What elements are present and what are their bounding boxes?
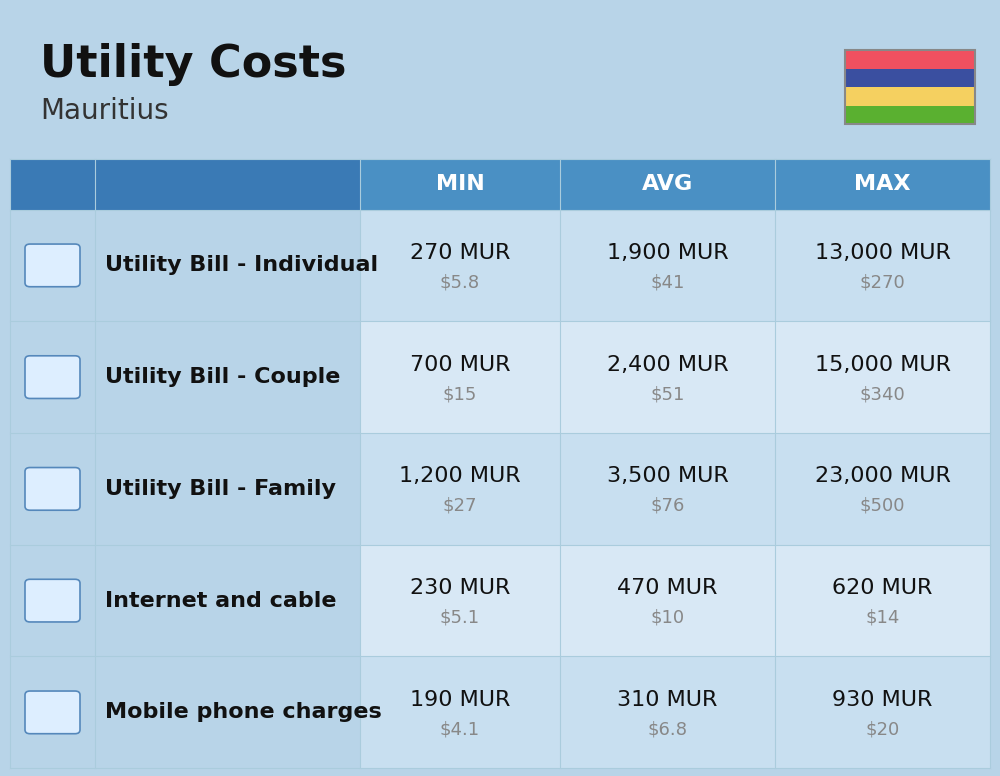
FancyBboxPatch shape bbox=[95, 321, 360, 433]
FancyBboxPatch shape bbox=[360, 656, 560, 768]
Text: 310 MUR: 310 MUR bbox=[617, 690, 718, 710]
FancyBboxPatch shape bbox=[775, 210, 990, 321]
Text: $76: $76 bbox=[650, 497, 685, 515]
Text: Utility Costs: Utility Costs bbox=[40, 43, 347, 85]
FancyBboxPatch shape bbox=[845, 50, 975, 69]
Text: $4.1: $4.1 bbox=[440, 720, 480, 739]
FancyBboxPatch shape bbox=[95, 159, 360, 210]
FancyBboxPatch shape bbox=[25, 355, 80, 399]
FancyBboxPatch shape bbox=[845, 69, 975, 87]
FancyBboxPatch shape bbox=[25, 467, 80, 511]
FancyBboxPatch shape bbox=[775, 321, 990, 433]
FancyBboxPatch shape bbox=[25, 244, 80, 287]
FancyBboxPatch shape bbox=[560, 433, 775, 545]
FancyBboxPatch shape bbox=[360, 433, 560, 545]
FancyBboxPatch shape bbox=[775, 433, 990, 545]
Text: Mauritius: Mauritius bbox=[40, 97, 169, 125]
FancyBboxPatch shape bbox=[10, 545, 95, 656]
FancyBboxPatch shape bbox=[360, 159, 560, 210]
Text: $270: $270 bbox=[860, 273, 905, 292]
Text: 930 MUR: 930 MUR bbox=[832, 690, 933, 710]
FancyBboxPatch shape bbox=[10, 321, 95, 433]
FancyBboxPatch shape bbox=[25, 579, 80, 622]
FancyBboxPatch shape bbox=[560, 656, 775, 768]
FancyBboxPatch shape bbox=[360, 210, 560, 321]
Text: 2,400 MUR: 2,400 MUR bbox=[607, 355, 728, 375]
Text: $5.8: $5.8 bbox=[440, 273, 480, 292]
Text: $500: $500 bbox=[860, 497, 905, 515]
Text: 620 MUR: 620 MUR bbox=[832, 578, 933, 598]
FancyBboxPatch shape bbox=[560, 159, 775, 210]
Text: $340: $340 bbox=[860, 385, 905, 404]
Text: $27: $27 bbox=[443, 497, 477, 515]
FancyBboxPatch shape bbox=[95, 545, 360, 656]
Text: 470 MUR: 470 MUR bbox=[617, 578, 718, 598]
Text: MAX: MAX bbox=[854, 175, 911, 194]
FancyBboxPatch shape bbox=[10, 656, 95, 768]
Text: $10: $10 bbox=[650, 608, 685, 627]
Text: Utility Bill - Couple: Utility Bill - Couple bbox=[105, 367, 340, 387]
FancyBboxPatch shape bbox=[95, 210, 360, 321]
FancyBboxPatch shape bbox=[360, 321, 560, 433]
FancyBboxPatch shape bbox=[560, 210, 775, 321]
Text: 15,000 MUR: 15,000 MUR bbox=[815, 355, 951, 375]
Text: 1,900 MUR: 1,900 MUR bbox=[607, 243, 728, 263]
Text: $5.1: $5.1 bbox=[440, 608, 480, 627]
Text: Mobile phone charges: Mobile phone charges bbox=[105, 702, 382, 722]
Text: $15: $15 bbox=[443, 385, 477, 404]
Text: 230 MUR: 230 MUR bbox=[410, 578, 510, 598]
FancyBboxPatch shape bbox=[360, 545, 560, 656]
Text: $41: $41 bbox=[650, 273, 685, 292]
Text: 23,000 MUR: 23,000 MUR bbox=[815, 466, 950, 487]
Text: MIN: MIN bbox=[436, 175, 484, 194]
Text: 1,200 MUR: 1,200 MUR bbox=[399, 466, 521, 487]
Text: $51: $51 bbox=[650, 385, 685, 404]
Text: Utility Bill - Family: Utility Bill - Family bbox=[105, 479, 336, 499]
Text: 700 MUR: 700 MUR bbox=[410, 355, 510, 375]
FancyBboxPatch shape bbox=[560, 545, 775, 656]
Text: $6.8: $6.8 bbox=[648, 720, 688, 739]
FancyBboxPatch shape bbox=[560, 321, 775, 433]
FancyBboxPatch shape bbox=[95, 433, 360, 545]
Text: 3,500 MUR: 3,500 MUR bbox=[607, 466, 728, 487]
Text: $20: $20 bbox=[865, 720, 900, 739]
Text: Internet and cable: Internet and cable bbox=[105, 591, 336, 611]
Text: 190 MUR: 190 MUR bbox=[410, 690, 510, 710]
FancyBboxPatch shape bbox=[775, 545, 990, 656]
FancyBboxPatch shape bbox=[25, 691, 80, 734]
Text: 13,000 MUR: 13,000 MUR bbox=[815, 243, 950, 263]
FancyBboxPatch shape bbox=[775, 656, 990, 768]
FancyBboxPatch shape bbox=[775, 159, 990, 210]
FancyBboxPatch shape bbox=[10, 433, 95, 545]
FancyBboxPatch shape bbox=[845, 106, 975, 124]
Text: AVG: AVG bbox=[642, 175, 693, 194]
FancyBboxPatch shape bbox=[845, 87, 975, 106]
FancyBboxPatch shape bbox=[10, 210, 95, 321]
Text: 270 MUR: 270 MUR bbox=[410, 243, 510, 263]
FancyBboxPatch shape bbox=[10, 159, 95, 210]
FancyBboxPatch shape bbox=[95, 656, 360, 768]
Text: Utility Bill - Individual: Utility Bill - Individual bbox=[105, 255, 378, 275]
Text: $14: $14 bbox=[865, 608, 900, 627]
